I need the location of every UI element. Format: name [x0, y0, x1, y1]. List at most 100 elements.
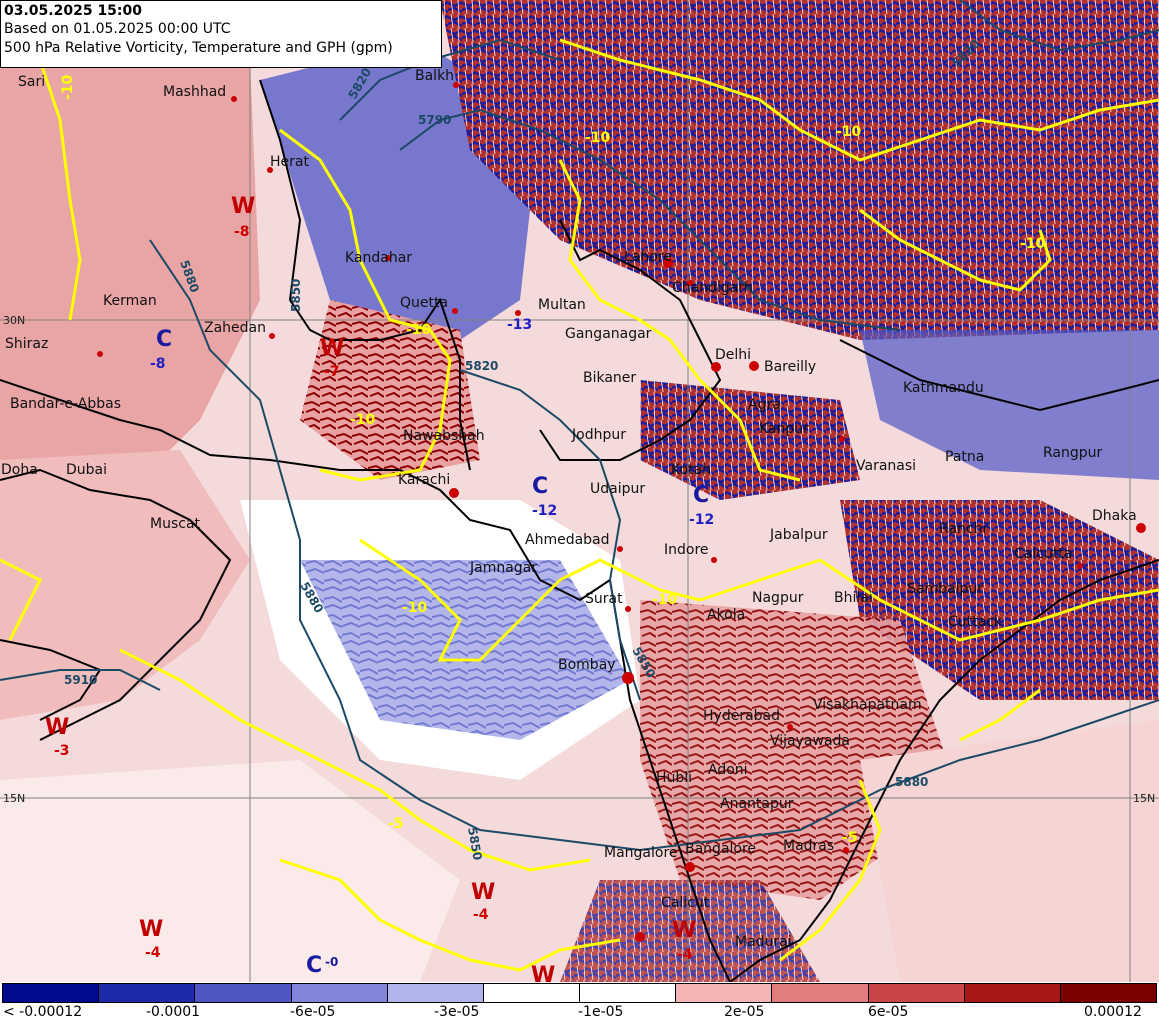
city-mashhad: Mashhad — [163, 84, 226, 100]
city-ganganagar: Ganganagar — [565, 326, 652, 342]
city-sambalpur: Sambalpur — [907, 581, 983, 597]
city-madras: Madras — [783, 838, 834, 854]
center-cold-3: C — [532, 474, 548, 499]
city-labels: Mashhad Balkh Herat Kandahar Quetta Mult… — [1, 68, 1137, 950]
color-legend: < -0.00012 -0.0001 -6e-05 -3e-05 -1e-05 … — [0, 982, 1159, 1024]
grid-label-30n: 30N — [3, 314, 25, 327]
legend-label-8: 0.00012 — [1084, 1004, 1142, 1020]
city-nagpur: Nagpur — [752, 590, 804, 606]
center-warm-1-value: -8 — [234, 224, 250, 240]
city-kathmandu: Kathmandu — [903, 380, 984, 396]
legend-swatch-4 — [291, 984, 388, 1002]
temp-label-5: -10 — [402, 600, 428, 616]
temp-label-7: -5 — [388, 816, 404, 832]
center-cold-1-value: -8 — [150, 356, 166, 372]
legend-swatch-9 — [772, 984, 869, 1002]
vorticity-region-himalaya — [440, 0, 1159, 340]
center-cold-2-value: -13 — [507, 317, 532, 333]
city-balkh: Balkh — [415, 68, 454, 84]
city-delhi: Delhi — [715, 347, 751, 363]
center-cold-4: C — [693, 483, 709, 508]
city-dubai: Dubai — [66, 462, 107, 478]
legend-swatch-10 — [868, 984, 965, 1002]
vorticity-region-cyclonic-swirl — [300, 560, 630, 740]
center-warm-4: W — [471, 880, 495, 905]
vorticity-region-west — [0, 20, 260, 520]
city-multan: Multan — [538, 297, 586, 313]
contour-label-10: 5850 — [465, 826, 485, 861]
vorticity-region-bay-bengal-north — [840, 500, 1159, 700]
legend-swatch-2 — [99, 984, 196, 1002]
city-bombay: Bombay — [558, 657, 616, 673]
city-udaipur: Udaipur — [590, 481, 645, 497]
legend-color-bar — [2, 983, 1157, 1003]
city-bandar-e-abbas: Bandar-e-Abbas — [10, 396, 121, 412]
temp-label-1: -10 — [60, 74, 76, 100]
temp-label-4: -10 — [836, 124, 862, 140]
isotherm-value-labels: -10 -10 -10 -10 -10 -10 -5 -5 -10 -10 — [60, 74, 1046, 846]
vorticity-region-south-india — [560, 880, 820, 982]
temperature-isotherms — [0, 38, 1159, 972]
city-kerman: Kerman — [103, 293, 157, 309]
center-warm-6: W — [672, 918, 696, 943]
valid-time: 03.05.2025 15:00 — [4, 3, 143, 19]
city-jodhpur: Jodhpur — [571, 427, 626, 443]
vorticity-region-bay-south — [860, 720, 1159, 982]
center-cold-3-value: -12 — [532, 503, 557, 519]
city-herat: Herat — [270, 154, 309, 170]
center-cold-5-value: -0 — [325, 955, 338, 969]
contour-label-2: 5790 — [418, 113, 451, 127]
grid-label-15n-right: 15N — [1133, 792, 1155, 805]
legend-swatch-8 — [676, 984, 773, 1002]
city-jabalpur: Jabalpur — [769, 527, 828, 543]
legend-swatch-6 — [483, 984, 581, 1002]
city-ahmedabad: Ahmedabad — [525, 532, 610, 548]
city-jamnagar: Jamnagar — [469, 560, 537, 576]
city-adoni: Adoni — [708, 762, 748, 778]
legend-label-1: < -0.00012 — [3, 1004, 83, 1020]
city-indore: Indore — [664, 542, 709, 558]
city-surat: Surat — [585, 591, 623, 607]
temp-label-9: -10 — [350, 412, 376, 428]
center-warm-6-value: -4 — [677, 947, 693, 963]
city-bikaner: Bikaner — [583, 370, 636, 386]
city-quetta: Quetta — [400, 295, 448, 311]
lat-lon-grid — [0, 0, 1159, 982]
city-bangalore: Bangalore — [685, 841, 756, 857]
center-warm-1: W — [231, 194, 255, 219]
city-doha: Doha — [1, 462, 38, 478]
city-bareilly: Bareilly — [764, 359, 816, 375]
center-warm-3: W — [45, 715, 69, 740]
city-kandahar: Kandahar — [345, 250, 412, 266]
city-calicut: Calicut — [661, 895, 710, 911]
map-description: 500 hPa Relative Vorticity, Temperature … — [4, 40, 393, 56]
legend-swatch-3 — [195, 984, 292, 1002]
city-hyderabad: Hyderabad — [703, 708, 780, 724]
city-rangpur: Rangpur — [1043, 445, 1103, 461]
center-warm-5-value: -4 — [145, 945, 161, 961]
city-kanpur: Kanpur — [759, 421, 809, 437]
city-calcutta: Calcutta — [1014, 546, 1072, 562]
vorticity-region-pakistan — [300, 300, 480, 480]
city-mangalore: Mangalore — [604, 845, 678, 861]
city-vijayawada: Vijayawada — [770, 733, 850, 749]
city-cuttack: Cuttack — [948, 614, 1003, 630]
legend-swatch-1 — [3, 984, 100, 1002]
city-shiraz: Shiraz — [5, 336, 48, 352]
contour-label-5: 5820 — [465, 359, 498, 373]
coastlines-borders — [0, 79, 1159, 983]
city-varanasi: Varanasi — [856, 458, 916, 474]
forecast-info-box: 03.05.2025 15:00 Based on 01.05.2025 00:… — [0, 0, 442, 68]
vorticity-region-indian-ocean — [0, 760, 460, 982]
city-agra: Agra — [748, 397, 781, 413]
city-kotah: Kotah — [671, 462, 711, 478]
center-cold-5: C — [306, 953, 322, 978]
city-zahedan: Zahedan — [204, 320, 266, 336]
city-madurai: Madurai — [735, 934, 792, 950]
city-markers — [97, 82, 1146, 942]
city-chandigarh: Chandigarh — [672, 280, 753, 296]
vorticity-region-gangetic — [860, 330, 1159, 480]
city-hubli: Hubli — [656, 770, 692, 786]
city-visakhapatnam: Visakhapatnam — [813, 697, 922, 713]
